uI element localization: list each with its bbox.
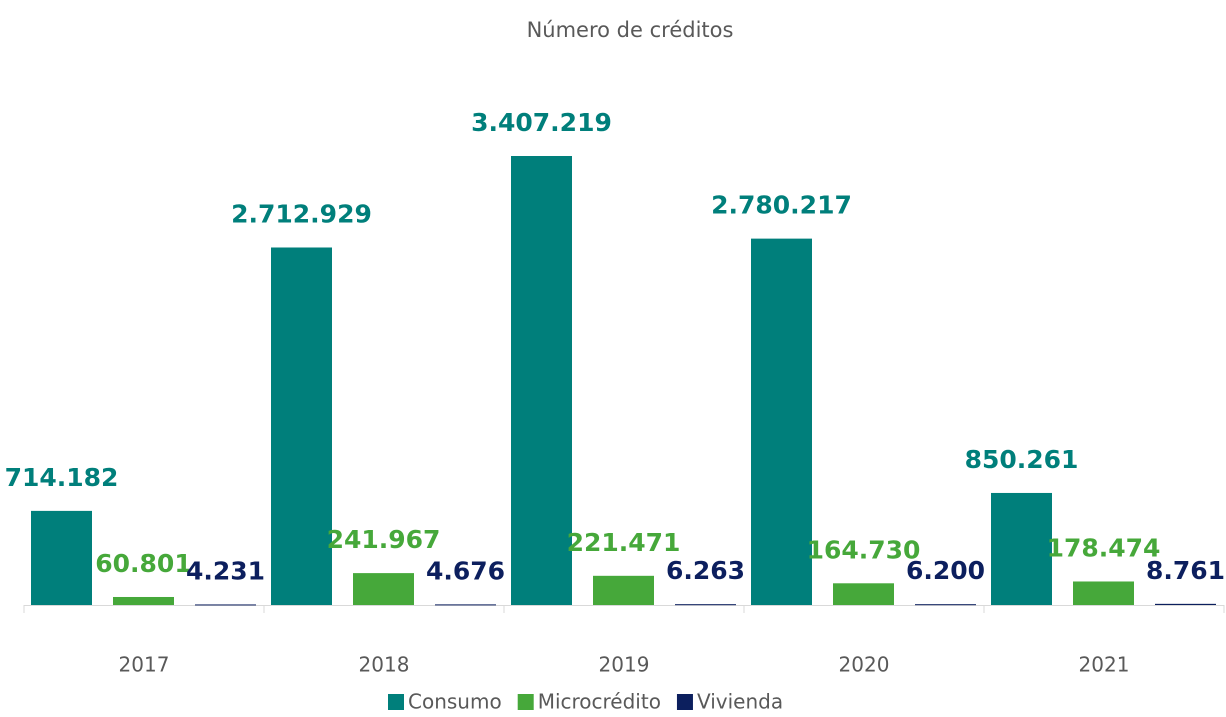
bar [113,596,174,605]
legend-label: Consumo [408,690,502,714]
value-label: 4.231 [186,556,265,585]
x-tick-label: 2017 [119,653,170,677]
x-tick-label: 2019 [599,653,650,677]
chart-title: Número de créditos [527,18,734,42]
value-label: 850.261 [965,445,1079,474]
value-label: 178.474 [1047,533,1161,562]
value-label: 6.263 [666,556,745,585]
x-tick-label: 2021 [1079,653,1130,677]
bar [1073,581,1134,605]
legend-label: Vivienda [697,690,783,714]
bar [675,604,736,606]
value-label: 8.761 [1146,556,1225,585]
bar [353,573,414,605]
bar [833,583,894,605]
bar [915,604,976,606]
bar [435,604,496,606]
x-tick-label: 2020 [839,653,890,677]
value-label: 4.676 [426,556,505,585]
bar [511,156,572,605]
bar [751,238,812,605]
value-label: 241.967 [327,525,441,554]
value-label: 2.780.217 [711,191,852,220]
bar [195,604,256,606]
value-label: 164.730 [807,535,921,564]
value-label: 2.712.929 [231,199,372,228]
bar [991,492,1052,605]
value-label: 714.182 [5,463,119,492]
bar [1155,603,1216,605]
bar [31,510,92,605]
value-label: 3.407.219 [471,108,612,137]
x-tick-label: 2018 [359,653,410,677]
legend-label: Microcrédito [538,690,661,714]
value-label: 6.200 [906,556,985,585]
bar [593,575,654,605]
legend-swatch [388,694,404,710]
legend-swatch [517,694,534,710]
bar [271,247,332,605]
legend-swatch [676,694,693,710]
value-label: 221.471 [567,528,681,557]
value-label: 60.801 [95,549,191,578]
